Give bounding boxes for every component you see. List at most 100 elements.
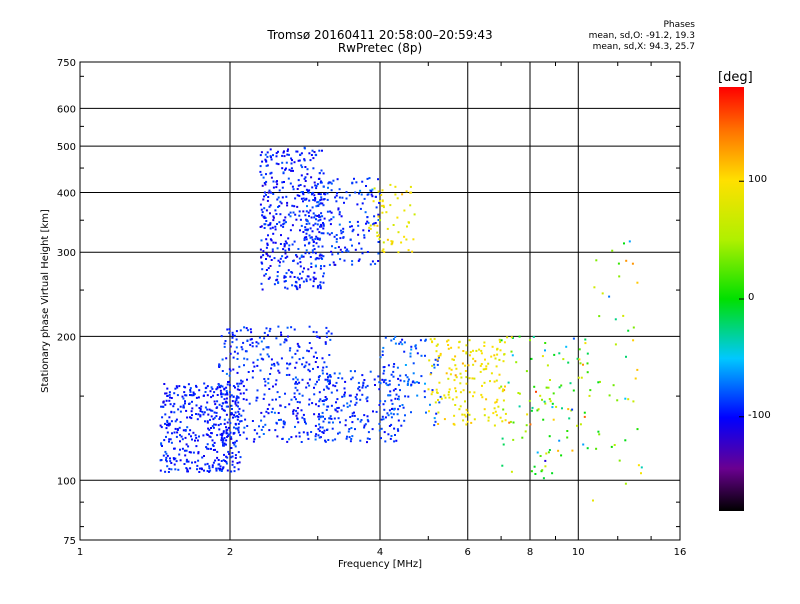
data-point — [341, 251, 344, 253]
data-point — [318, 375, 321, 377]
data-point — [402, 406, 405, 409]
data-point — [275, 422, 278, 425]
data-point — [495, 400, 498, 403]
data-point — [311, 149, 314, 152]
data-point — [306, 349, 309, 352]
data-point — [282, 260, 285, 263]
data-point — [264, 423, 267, 426]
x-tick-label: 1 — [77, 547, 83, 558]
data-point — [404, 364, 407, 366]
data-point — [377, 252, 380, 255]
data-point — [209, 436, 212, 438]
data-point — [533, 385, 536, 388]
data-point — [383, 431, 386, 434]
data-point — [275, 213, 278, 215]
data-point — [298, 210, 301, 213]
data-point — [220, 439, 223, 442]
data-point — [465, 376, 468, 379]
data-point — [317, 378, 320, 381]
data-point — [278, 189, 281, 192]
data-point — [438, 401, 441, 404]
data-point — [640, 466, 643, 469]
data-point — [481, 396, 484, 399]
data-point — [558, 439, 561, 442]
data-point — [307, 368, 310, 371]
data-point — [389, 183, 392, 186]
data-point — [170, 441, 173, 444]
data-point — [425, 411, 427, 414]
data-point — [330, 250, 333, 253]
data-point — [323, 361, 326, 364]
data-point — [363, 379, 366, 381]
data-point — [168, 393, 171, 396]
data-point — [457, 346, 460, 349]
data-point — [401, 404, 404, 406]
data-point — [301, 166, 304, 169]
data-point — [382, 204, 385, 207]
data-point — [179, 410, 182, 413]
data-point — [189, 451, 192, 454]
data-point — [340, 232, 343, 235]
data-point — [182, 404, 185, 407]
data-point — [269, 148, 272, 151]
data-point — [170, 420, 173, 423]
data-point — [296, 412, 299, 415]
data-point — [267, 377, 270, 380]
data-point — [284, 249, 287, 252]
data-point — [207, 413, 210, 416]
data-point — [378, 404, 381, 406]
data-point — [216, 400, 219, 403]
data-point — [323, 429, 326, 432]
data-point — [175, 435, 178, 438]
data-point — [290, 169, 293, 172]
data-point — [213, 400, 216, 403]
data-point — [321, 149, 323, 152]
data-point — [317, 415, 320, 418]
data-point — [319, 193, 322, 196]
data-point — [301, 363, 304, 366]
data-point — [582, 363, 584, 366]
data-point — [381, 204, 384, 207]
data-point — [263, 191, 266, 194]
data-point — [332, 421, 334, 424]
data-point — [468, 377, 471, 380]
data-point — [424, 382, 426, 385]
data-point — [232, 441, 235, 444]
data-point — [437, 411, 440, 414]
data-point — [390, 243, 393, 246]
data-point — [243, 364, 245, 367]
data-point — [171, 432, 173, 435]
data-point — [321, 202, 324, 205]
data-point — [226, 428, 229, 431]
data-point — [164, 450, 167, 453]
data-point — [228, 418, 231, 421]
data-point — [405, 190, 408, 193]
data-point — [302, 255, 305, 258]
data-point — [326, 372, 329, 375]
data-point — [305, 238, 308, 241]
data-point — [430, 372, 433, 375]
data-point — [327, 387, 330, 390]
data-point — [417, 381, 420, 384]
data-point — [255, 345, 258, 348]
data-point — [552, 418, 555, 421]
data-point — [225, 439, 228, 442]
data-point — [178, 385, 181, 388]
data-point — [334, 385, 337, 388]
data-point — [597, 430, 600, 433]
data-point — [238, 382, 241, 385]
data-point — [211, 387, 214, 390]
data-point — [206, 401, 209, 404]
data-point — [306, 382, 309, 385]
data-point — [293, 276, 296, 278]
data-point — [196, 468, 198, 471]
data-point — [163, 383, 166, 385]
data-point — [569, 382, 572, 385]
data-point — [166, 395, 169, 397]
data-point — [197, 451, 200, 454]
data-point — [496, 353, 499, 356]
data-point — [339, 237, 342, 240]
data-point — [200, 467, 203, 470]
x-tick-label: 16 — [674, 547, 687, 558]
data-point — [351, 376, 354, 379]
